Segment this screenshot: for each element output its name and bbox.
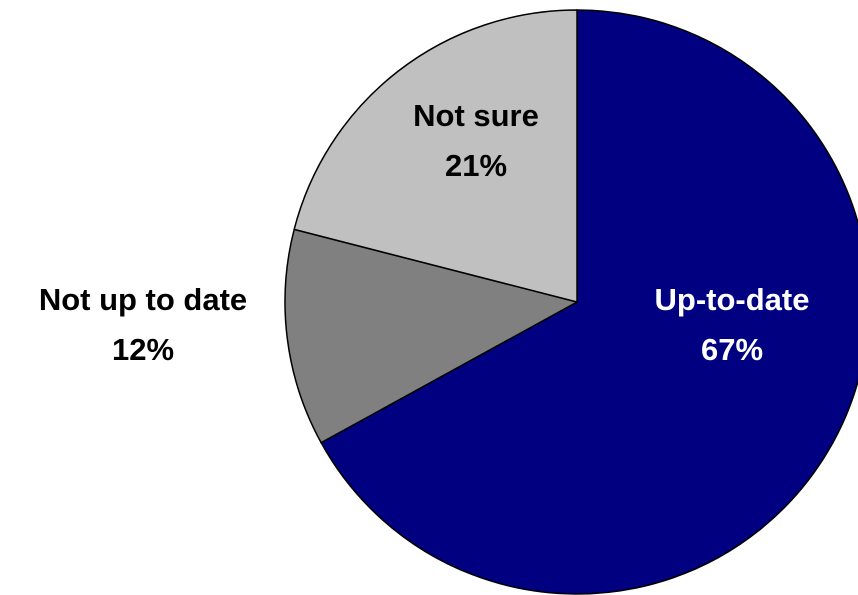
- slice-percent-label: 12%: [112, 332, 174, 367]
- slice-label: Not sure: [413, 98, 539, 133]
- pie-slice-not-up-to-date: [284, 228, 580, 444]
- slice-label: Up-to-date: [655, 282, 810, 317]
- slice-labels: Up-to-date 67% Not up to date 12% Not sure 21…: [39, 98, 810, 367]
- slice-percent-label: 67%: [701, 332, 763, 367]
- pie-slices: [284, 9, 858, 595]
- slice-label: Not up to date: [39, 282, 247, 317]
- slice-percent-label: 21%: [445, 148, 507, 183]
- pie-slice-up-to-date: [320, 9, 858, 595]
- pie-slice-not-sure: [293, 9, 578, 303]
